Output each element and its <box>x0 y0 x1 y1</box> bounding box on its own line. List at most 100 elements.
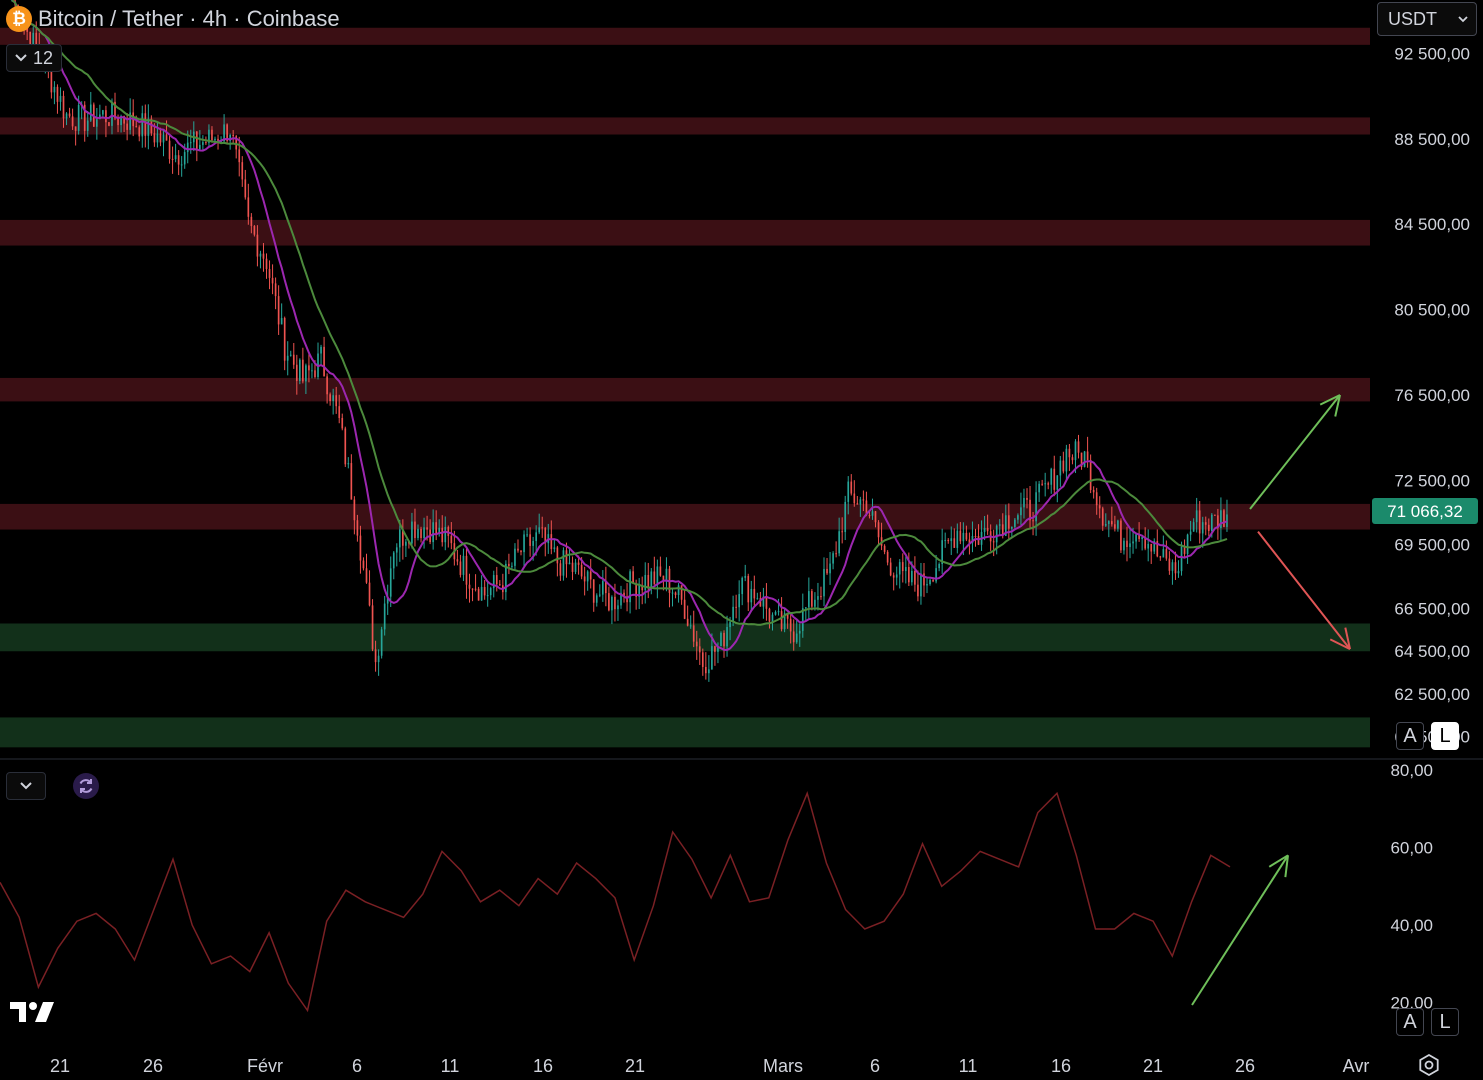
candle <box>901 562 904 572</box>
candle <box>1198 510 1201 534</box>
candle <box>862 499 865 501</box>
candle <box>368 582 371 606</box>
candle <box>741 577 744 595</box>
resistance-zone <box>0 219 1370 246</box>
candle <box>971 535 974 543</box>
candle <box>571 562 574 572</box>
candle <box>1147 543 1150 549</box>
chevron-down-icon <box>15 54 27 62</box>
candle <box>1056 475 1059 490</box>
price-tick-label: 69 500,00 <box>1394 535 1470 554</box>
rsi-line <box>0 790 1231 1013</box>
candle <box>153 133 156 143</box>
sync-icon[interactable] <box>73 773 99 799</box>
candle <box>559 563 562 576</box>
candle <box>1159 556 1162 558</box>
candle <box>1062 460 1065 472</box>
candle <box>189 142 192 144</box>
candle <box>483 587 486 596</box>
candle <box>1004 515 1007 536</box>
candle <box>492 575 495 589</box>
candle <box>623 592 625 597</box>
auto-scale-button[interactable]: A <box>1396 722 1424 750</box>
candle <box>808 591 810 608</box>
candle <box>1123 540 1125 551</box>
indicators-toggle[interactable]: 12 <box>6 44 63 72</box>
candle <box>168 140 171 159</box>
candle <box>268 269 271 278</box>
candle <box>89 104 92 121</box>
candle <box>638 585 641 597</box>
candle <box>620 592 622 606</box>
candle <box>947 540 950 542</box>
currency-select[interactable]: USDT <box>1377 2 1477 36</box>
tradingview-logo[interactable] <box>10 998 56 1024</box>
candle <box>365 568 368 583</box>
symbol-header[interactable]: ₿ Bitcoin / Tether · 4h · Coinbase <box>6 6 340 32</box>
candle <box>114 101 116 119</box>
candle <box>895 574 898 578</box>
candle <box>220 141 222 143</box>
candle <box>853 493 856 504</box>
candle <box>447 526 450 536</box>
candle <box>914 570 916 585</box>
candle <box>341 417 344 429</box>
candle <box>356 520 359 536</box>
rsi-collapse-button[interactable] <box>6 772 46 800</box>
candle <box>653 571 656 585</box>
candle <box>1077 441 1080 453</box>
candle <box>441 527 444 543</box>
candle <box>1186 534 1189 554</box>
candle <box>286 355 289 361</box>
candle <box>729 622 731 628</box>
rsi-up-arrow-head <box>1284 855 1289 878</box>
x-tick-label: 21 <box>50 1056 70 1076</box>
candle <box>1053 468 1056 490</box>
candle <box>1120 520 1122 551</box>
candle <box>477 588 480 601</box>
candle <box>692 625 695 642</box>
candle <box>295 364 298 381</box>
candle <box>1114 524 1116 529</box>
symbol-title: Bitcoin / Tether · 4h · Coinbase <box>38 6 340 31</box>
candle <box>1023 497 1025 508</box>
candle <box>544 527 547 544</box>
candle <box>1074 441 1077 461</box>
rsi-log-scale-button[interactable]: L <box>1431 1008 1459 1036</box>
log-scale-button[interactable]: L <box>1431 722 1459 750</box>
candle <box>923 573 925 586</box>
up-arrow-head <box>1334 394 1341 417</box>
candle <box>474 588 477 590</box>
rsi-auto-scale-button[interactable]: A <box>1396 1008 1424 1036</box>
candle <box>1092 489 1095 493</box>
candle <box>550 534 553 549</box>
candle <box>1207 524 1210 531</box>
candle <box>1223 510 1225 527</box>
candle <box>1177 571 1180 574</box>
candle <box>414 521 416 538</box>
candle <box>389 568 392 597</box>
rsi-tick-label: 60,00 <box>1390 839 1433 858</box>
candle <box>498 584 501 586</box>
up-arrow-head <box>1319 394 1341 406</box>
candle <box>765 596 768 609</box>
candle <box>826 568 828 574</box>
candle <box>562 550 565 576</box>
candle <box>986 527 989 532</box>
candle <box>735 606 737 608</box>
candle <box>26 27 28 32</box>
candle <box>35 32 38 48</box>
candle <box>1135 534 1137 542</box>
x-tick-label: 16 <box>1051 1056 1071 1076</box>
candle <box>162 134 165 143</box>
candle <box>323 346 325 377</box>
candle <box>695 641 698 647</box>
candle <box>674 592 677 595</box>
candle <box>538 527 541 533</box>
candle <box>423 527 425 539</box>
candle <box>1001 524 1004 536</box>
candle <box>689 625 692 627</box>
candle <box>592 579 595 603</box>
settings-icon[interactable] <box>1418 1054 1440 1076</box>
